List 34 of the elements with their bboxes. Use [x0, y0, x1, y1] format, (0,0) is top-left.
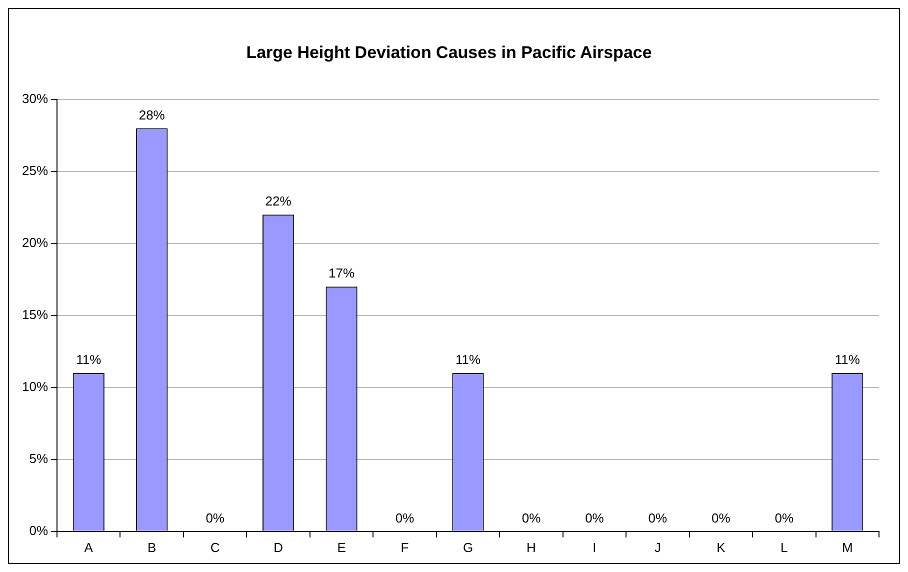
x-tick-label: J	[654, 540, 661, 555]
data-label: 11%	[455, 352, 481, 368]
x-tick-label: A	[84, 540, 94, 555]
x-tick-label: E	[337, 540, 346, 555]
data-label: 0%	[522, 510, 542, 526]
x-tick-label: D	[274, 540, 284, 555]
data-label: 17%	[328, 266, 355, 281]
y-tick-label: 20%	[22, 234, 48, 250]
x-tick-label: F	[400, 540, 409, 555]
data-label: 0%	[648, 510, 668, 526]
chart-title: Large Height Deviation Causes in Pacific Airspace	[246, 42, 652, 62]
x-tick-label: I	[592, 540, 596, 555]
x-tick-label: L	[780, 540, 788, 555]
y-tick-label: 5%	[29, 450, 48, 466]
y-tick-label: 25%	[22, 162, 48, 178]
x-tick-label: K	[716, 540, 726, 555]
data-label: 0%	[774, 510, 794, 526]
data-label: 11%	[76, 352, 102, 368]
data-label: 0%	[585, 510, 604, 526]
x-tick-label: G	[462, 540, 474, 555]
data-label: 11%	[834, 352, 860, 368]
data-label: 0%	[712, 510, 731, 526]
x-tick-label: M	[842, 540, 853, 555]
y-tick-label: 10%	[22, 378, 48, 394]
data-label: 0%	[206, 510, 225, 526]
data-label: 22%	[265, 194, 292, 209]
data-label: 28%	[138, 107, 166, 122]
y-tick-label: 15%	[22, 306, 48, 322]
y-tick-label: 30%	[22, 90, 48, 106]
x-tick-label: C	[210, 540, 220, 555]
data-label: 0%	[395, 510, 415, 526]
y-tick-label: 0%	[29, 522, 48, 538]
x-tick-label: B	[148, 540, 156, 555]
x-tick-label: H	[526, 540, 536, 555]
